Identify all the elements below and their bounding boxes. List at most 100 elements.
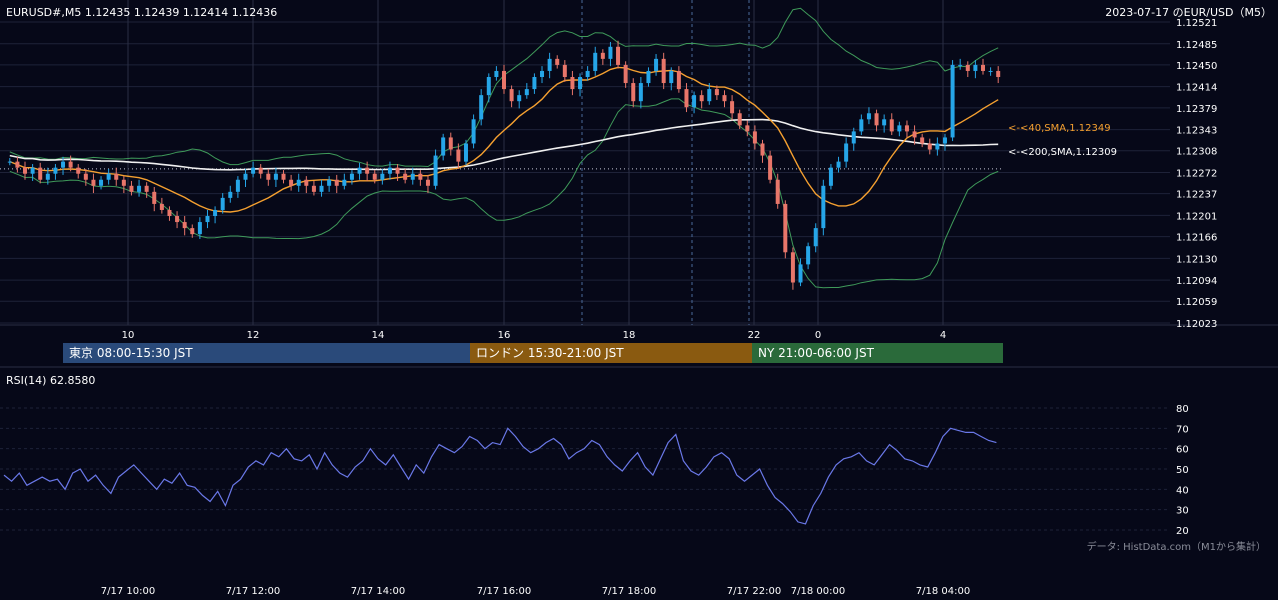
time-tick-label: 12 [247,330,260,341]
data-credit: データ: HistData.com（M1から集計） [1087,540,1266,553]
candle [996,66,1001,84]
session-london: ロンドン 15:30-21:00 JST [470,343,752,363]
price-tick-label: 1.12023 [1176,319,1217,330]
price-tick-label: 1.12450 [1176,61,1217,72]
candle-body [806,246,811,265]
candle [463,139,468,166]
candle-body [935,143,940,150]
candle-body [988,70,993,72]
candle [45,167,50,185]
candle [889,113,894,136]
candle-body [296,179,301,186]
candle-body [714,89,719,96]
candle-body [258,167,263,174]
rsi-grid [0,407,1170,531]
candle [83,168,88,186]
candle [532,73,537,94]
candle-body [243,173,248,180]
candle [395,164,400,181]
candle [114,167,119,186]
candle [790,247,795,290]
candle [121,176,126,194]
candle [471,114,476,149]
candle-body [99,179,104,186]
rsi-tick-label: 40 [1176,485,1189,496]
candle [851,127,856,151]
candle-body [220,197,225,210]
price-tick-label: 1.12485 [1176,40,1217,51]
candle [334,174,339,194]
candle-body [380,173,385,180]
candle-body [441,137,446,156]
candle-body [76,167,81,174]
candle [593,46,598,76]
candle [722,90,727,108]
candle-body [813,228,818,247]
candle-body [251,167,256,174]
candle-body [319,185,324,192]
candle [768,150,773,184]
sma200-line [9,118,999,171]
price-tick-label: 1.12130 [1176,254,1217,265]
candle [61,156,66,175]
rsi-tick-label: 30 [1176,506,1189,517]
candle [547,52,552,79]
candle [228,185,233,203]
candle [669,67,674,91]
price-tick-label: 1.12272 [1176,169,1217,180]
candle [517,90,522,109]
candle [524,83,529,99]
price-tick-label: 1.12201 [1176,211,1217,222]
candle [205,209,210,229]
candle-body [707,89,712,102]
rsi-line-group [3,427,997,525]
candle [502,64,506,94]
rsi-time-tick-label: 7/17 14:00 [351,586,405,597]
candle-body [38,167,43,180]
candle-body [927,143,932,150]
price-tick-label: 1.12414 [1176,83,1217,94]
candle-body [540,70,545,78]
candle-body [578,77,583,90]
candle-body [730,101,735,114]
candle [319,179,324,197]
candle-body [608,46,613,59]
candle [281,170,286,184]
candle-body [213,209,218,217]
rsi-time-tick-label: 7/17 12:00 [226,586,280,597]
candle-body [197,222,202,235]
candle-body [980,64,985,71]
candle [479,89,484,126]
candle-body [425,179,430,186]
candle-body [654,58,659,71]
candle-body [410,173,415,180]
candle-body [737,113,742,126]
candle [258,164,263,179]
candle [220,193,225,214]
candle-body [45,173,50,180]
candle-body [958,64,963,66]
candle-body [273,173,278,180]
candle [676,66,681,93]
candle-body [311,185,316,192]
candle [23,161,28,180]
candle [904,120,909,138]
candle [372,170,377,184]
candle [441,133,446,161]
candle [988,67,993,76]
candle [973,60,978,79]
candle [707,83,712,105]
candle-body [7,161,12,163]
rsi-time-tick-label: 7/18 04:00 [916,586,970,597]
rsi-time-ticks: 7/17 10:00 7/17 12:00 7/17 14:00 7/17 16:00… [101,586,970,597]
candle-body [471,119,476,144]
time-tick-label: 0 [815,330,821,341]
candle-body [372,173,377,180]
candle-body [205,216,210,223]
candle-body [623,64,628,84]
candle [912,125,917,145]
candle [699,90,704,109]
candle [342,173,347,190]
rsi-tick-label: 50 [1176,465,1189,476]
